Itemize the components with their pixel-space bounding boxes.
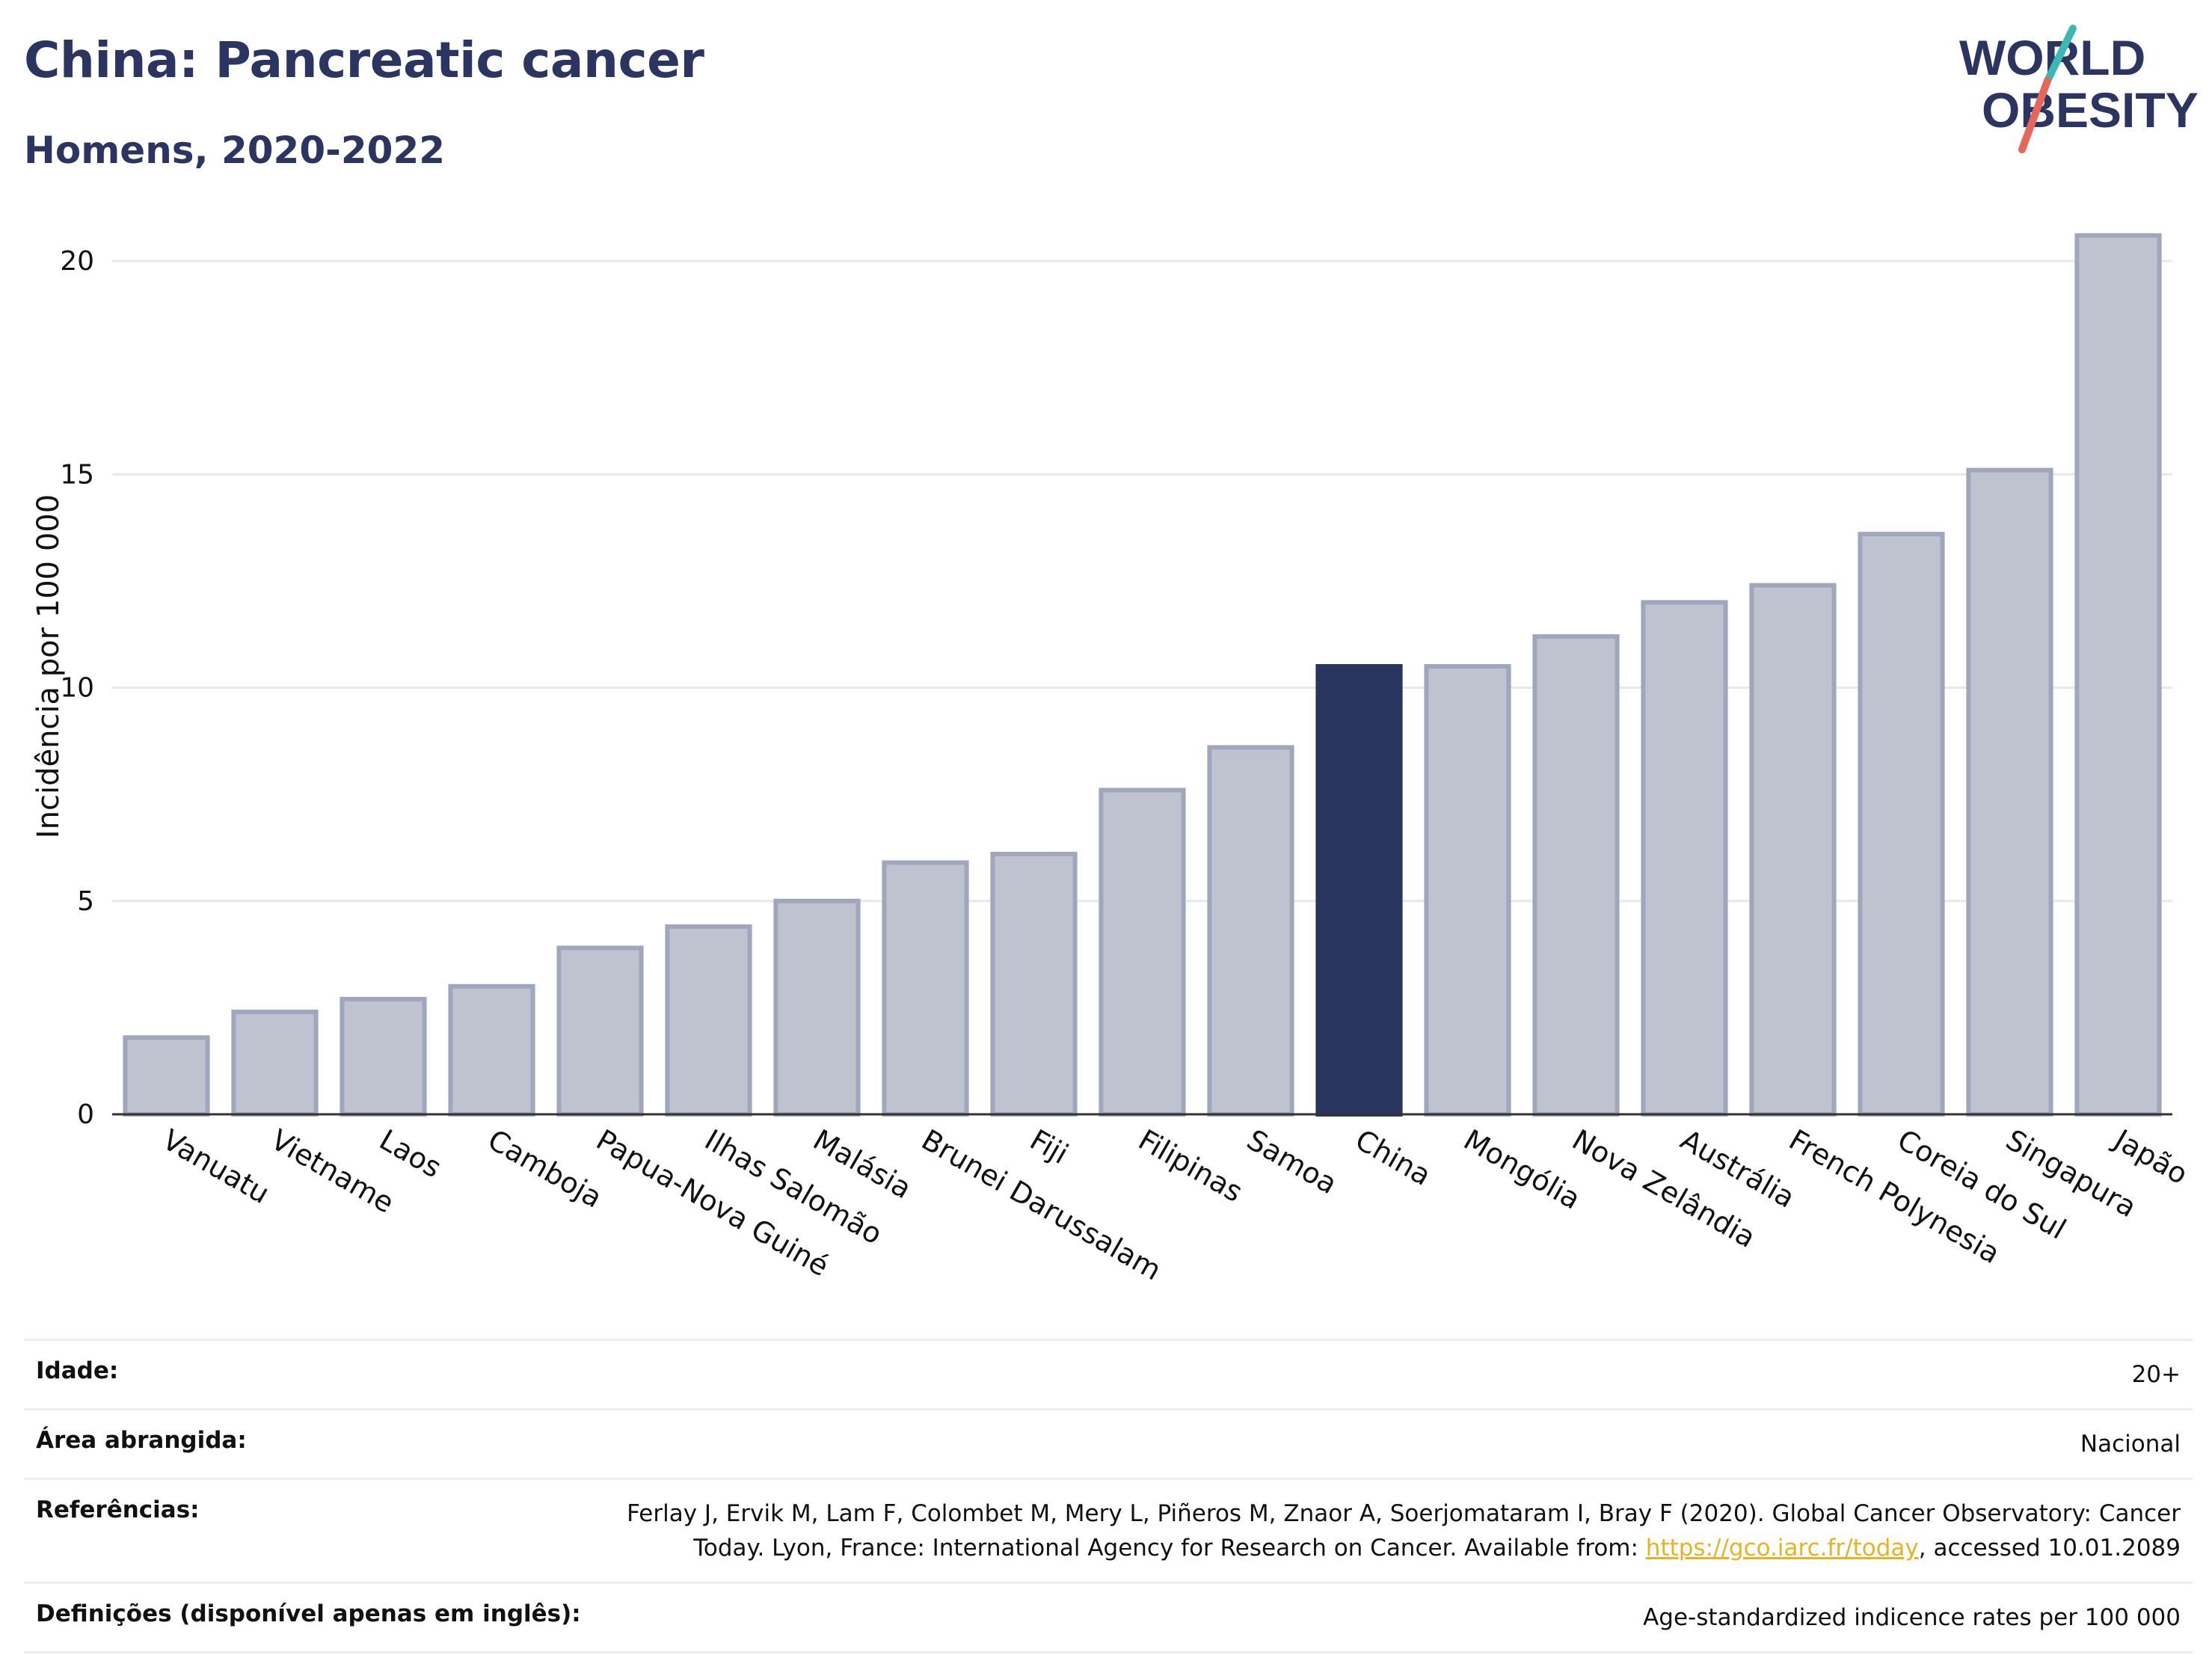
x-tick-label: Filipinas <box>1133 1123 1248 1209</box>
bar <box>1966 467 2053 1117</box>
bar <box>340 996 427 1117</box>
bar <box>123 1035 210 1117</box>
chart-title: China: Pancreatic cancer <box>24 31 704 89</box>
y-tick-label: 15 <box>60 459 94 490</box>
y-tick-label: 5 <box>77 886 94 917</box>
y-tick-label: 0 <box>77 1099 94 1130</box>
bar <box>1749 583 1837 1117</box>
bar <box>1532 634 1620 1117</box>
area-value: Nacional <box>2080 1431 2181 1458</box>
info-row-definitions: Definições (disponível apenas em inglês)… <box>24 1582 2193 1654</box>
bar <box>882 860 969 1117</box>
logo-slash-red <box>2018 77 2051 153</box>
definitions-label: Definições (disponível apenas em inglês)… <box>36 1600 581 1627</box>
x-tick-label: Camboja <box>482 1123 608 1215</box>
world-obesity-logo: WORLD OBESITY <box>1959 25 2199 153</box>
x-tick-label: Vanuatu <box>157 1123 275 1210</box>
age-value: 20+ <box>2131 1361 2181 1388</box>
x-tick-label: Laos <box>374 1123 447 1185</box>
bar <box>990 852 1078 1117</box>
x-tick-label: Nova Zelândia <box>1567 1123 1761 1255</box>
bar <box>1424 664 1511 1117</box>
x-tick-label: China <box>1350 1123 1437 1192</box>
bar <box>1858 532 1945 1117</box>
bar <box>231 1010 319 1117</box>
bar-chart: 0 5 10 15 20 Incidência por 100 000 VanuatuVie… <box>31 233 2193 1287</box>
references-accessed: , accessed 10.01.2089 <box>1918 1535 2181 1562</box>
references-value: Ferlay J, Ervik M, Lam F, Colombet M, Me… <box>625 1496 2181 1565</box>
references-label: Referências: <box>36 1496 200 1523</box>
area-label: Área abrangida: <box>36 1427 247 1454</box>
chart-subtitle: Homens, 2020-2022 <box>24 129 446 172</box>
info-table: Idade: 20+ Área abrangida: Nacional Refe… <box>24 1339 2193 1654</box>
x-tick-label: Samoa <box>1241 1123 1342 1201</box>
logo-slash-teal <box>2044 25 2077 85</box>
y-tick-label: 20 <box>60 246 94 277</box>
bar <box>556 945 644 1117</box>
x-tick-label: Japão <box>2107 1123 2193 1191</box>
bar <box>1315 664 1403 1117</box>
y-axis-label: Incidência por 100 000 <box>31 494 66 838</box>
bar <box>1207 745 1294 1117</box>
x-tick-label: Vietname <box>265 1123 399 1220</box>
info-row-age: Idade: 20+ <box>24 1339 2193 1408</box>
references-link[interactable]: https://gco.iarc.fr/today <box>1645 1535 1919 1562</box>
info-row-references: Referências: Ferlay J, Ervik M, Lam F, C… <box>24 1478 2193 1582</box>
definitions-value: Age-standardized indicence rates per 100… <box>1643 1604 2181 1631</box>
bar <box>773 898 861 1117</box>
bar <box>1099 787 1186 1117</box>
info-row-area: Área abrangida: Nacional <box>24 1408 2193 1478</box>
logo-word-obesity: OBESITY <box>1982 82 2199 138</box>
x-tick-label: Mongólia <box>1458 1123 1586 1216</box>
bar <box>448 983 535 1117</box>
y-tick-label: 10 <box>60 673 94 704</box>
bar <box>1641 600 1728 1117</box>
bar <box>665 924 752 1117</box>
references-text: Ferlay J, Ervik M, Lam F, Colombet M, Me… <box>627 1500 2181 1562</box>
bar <box>2074 233 2162 1117</box>
age-label: Idade: <box>36 1357 119 1384</box>
x-tick-label: Fiji <box>1024 1123 1074 1170</box>
